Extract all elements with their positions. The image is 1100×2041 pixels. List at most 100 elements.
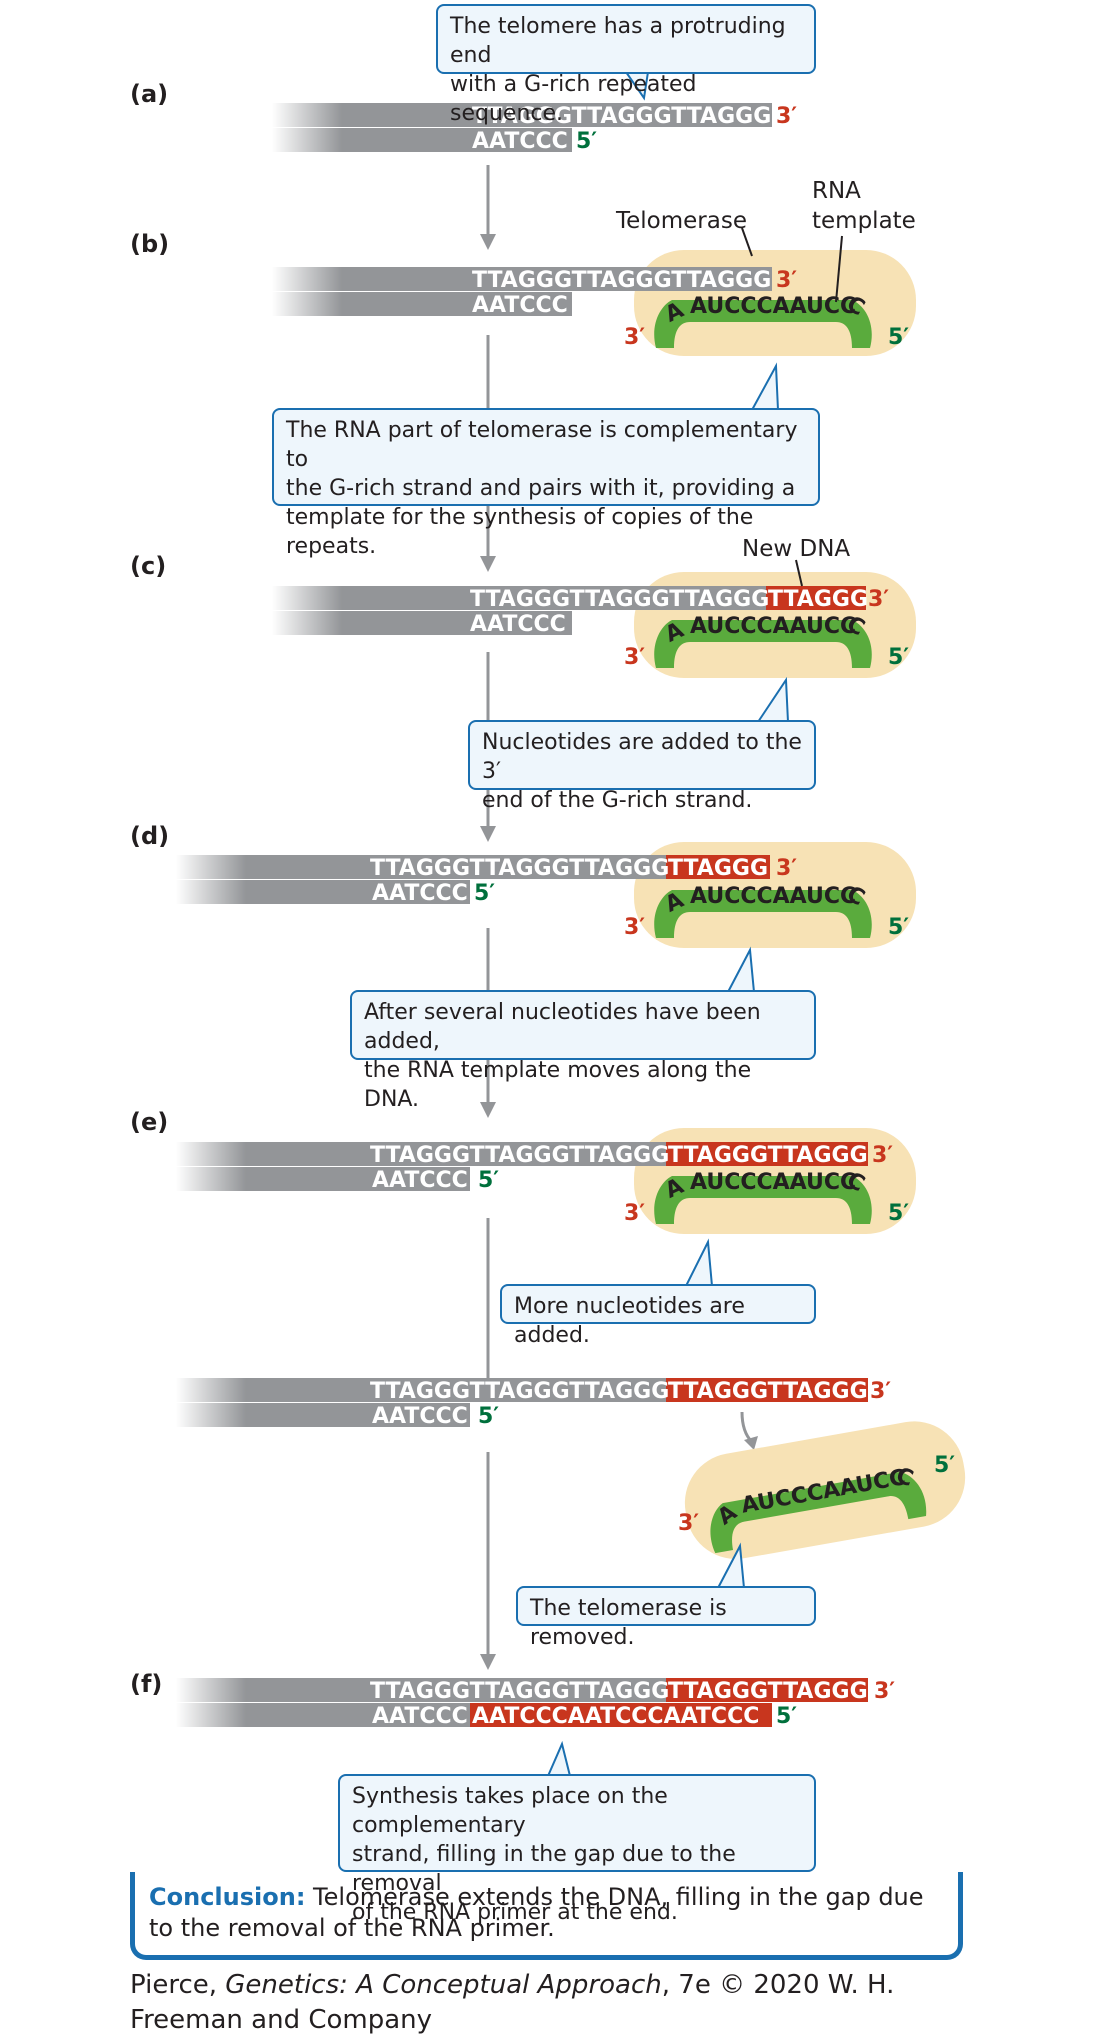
panel-b: TTAGGGTTAGGGTTAGGG AATCCC 3′ A AUCCCAAUC… [272,178,916,356]
note-line: After several nucleotides have been adde… [364,1000,761,1054]
strand-fade [176,1678,246,1727]
seq-top: TTAGGGTTAGGGTTAGGG [472,104,771,129]
prime-3-rna: 3′ [624,915,645,940]
prime-5: 5′ [478,1404,499,1429]
strand-top [176,1378,666,1402]
new-dna-leader [795,559,803,587]
strand-fade [272,267,342,316]
note-line: the G-rich strand and pairs with it, pro… [286,476,796,501]
seq-bottom: AATCCC [372,1404,468,1429]
prime-3-rna: 3′ [624,325,645,350]
panel-removal: TTAGGGTTAGGGTTAGGG TTAGGGTTAGGG AATCCC 3… [176,1378,966,1559]
note-line: template for the synthesis of copies of … [286,505,754,559]
strand-top [176,1678,666,1702]
prime-3-rna: 3′ [624,645,645,670]
prime-3: 3′ [776,268,797,293]
tail-n3 [757,676,789,723]
callout-template-moves: After several nucleotides have been adde… [350,990,816,1112]
rna-seq: AUCCCAAUCC [690,294,856,319]
seq-top-old: TTAGGGTTAGGGTTAGGG [370,1379,669,1404]
rna-template-label-2: template [812,208,916,234]
telomerase-leader [741,227,753,257]
rna-template [654,620,872,668]
note-line: More nucleotides are added. [514,1294,745,1348]
panel-label-a: (a) [130,80,169,108]
strand-top [272,586,766,610]
seq-top-new: TTAGGGTTAGGG [668,1679,868,1704]
panel-f: TTAGGGTTAGGGTTAGGG TTAGGGTTAGGG AATCCC A… [176,1678,895,1729]
arrowhead-d-e [480,1102,496,1118]
tail-n7 [547,1740,571,1777]
strand-top [176,855,666,879]
note-line: strand, filling in the gap due to the re… [352,1842,736,1896]
prime-5: 5′ [478,1168,499,1193]
prime-3: 3′ [874,1679,895,1704]
panel-d: TTAGGGTTAGGGTTAGGG TTAGGG AATCCC 3′ 5′ A… [176,842,916,948]
prime-3: 3′ [776,104,797,129]
panel-label-d: (d) [130,822,170,850]
rna-seq: AUCCCAAUCC [690,614,856,639]
prime-3: 3′ [872,1143,893,1168]
new-dna-bottom [470,1703,772,1727]
panel-a-dna: TTAGGGTTAGGGTTAGGG AATCCC 3′ 5′ [272,103,797,154]
strand-fade [176,1378,246,1427]
rna-template [654,1176,872,1224]
rna-template-leader [835,235,843,303]
new-dna-label: New DNA [742,536,850,562]
credit-post: , 7e © 2020 W. H. Freeman and Company [130,1970,895,2035]
tail-n2 [751,362,779,411]
rna-template [710,1471,927,1554]
seq-top-new: TTAGGG [768,587,868,612]
new-dna-block [666,1378,868,1402]
note-line: The telomere has a protruding end [450,14,786,68]
rna-seq: AUCCCAAUCC [690,1170,856,1195]
prime-5-rna: 5′ [934,1453,955,1478]
rna-c: C [893,1463,917,1492]
prime-3-rna: 3′ [624,1201,645,1226]
note-line: of the RNA primer at the end. [352,1900,678,1925]
seq-top-old: TTAGGGTTAGGGTTAGGG [370,1679,669,1704]
prime-5-rna: 5′ [888,645,909,670]
credit-pre: Pierce, [130,1970,226,2000]
seq-top-new: TTAGGGTTAGGG [668,1143,868,1168]
new-dna-block [666,1142,868,1166]
seq-bottom: AATCCC [372,881,468,906]
seq-top-new: TTAGGGTTAGGG [668,1379,868,1404]
note-line: The telomerase is removed. [530,1596,727,1650]
tail-n5 [685,1238,713,1287]
arrowhead-next-f [480,1654,496,1670]
callout-tails [547,71,789,1777]
release-arrowhead [744,1436,758,1450]
prime-3: 3′ [868,587,889,612]
note-line: end of the G-rich strand. [482,788,753,813]
rna-template [654,300,872,348]
source-credit: Pierce, Genetics: A Conceptual Approach,… [130,1968,970,2038]
credit-title: Genetics: A Conceptual Approach [225,1970,662,2000]
seq-top-old: TTAGGGTTAGGGTTAGGG [470,587,769,612]
callout-rna-complementary: The RNA part of telomerase is complement… [272,408,820,559]
seq-top: TTAGGGTTAGGGTTAGGG [472,268,771,293]
prime-5-rna: 5′ [888,915,909,940]
strand-top [176,1142,666,1166]
strand-fade [272,586,342,635]
strand-top [272,103,772,127]
strand-fade [176,855,246,904]
panel-c: TTAGGGTTAGGGTTAGGG TTAGGG AATCCC 3′ A AU… [272,536,916,678]
seq-top-old: TTAGGGTTAGGGTTAGGG [370,856,669,881]
flow-arrows [480,165,496,1670]
rna-template [654,890,872,938]
panel-label-e: (e) [130,1108,169,1136]
tail-n6 [717,1542,745,1589]
prime-5: 5′ [576,129,597,154]
prime-3-rna: 3′ [678,1511,699,1536]
arrowhead-a-b [480,234,496,250]
arrowhead-b-c [480,556,496,572]
conclusion-lead: Conclusion: [149,1883,306,1911]
seq-bottom-old: AATCCC [372,1704,468,1729]
prime-5: 5′ [776,1704,797,1729]
strand-top [272,267,772,291]
note-line: The RNA part of telomerase is complement… [286,418,798,472]
callout-telomerase-removed: The telomerase is removed. [516,1586,816,1650]
new-dna-top [666,1678,868,1702]
